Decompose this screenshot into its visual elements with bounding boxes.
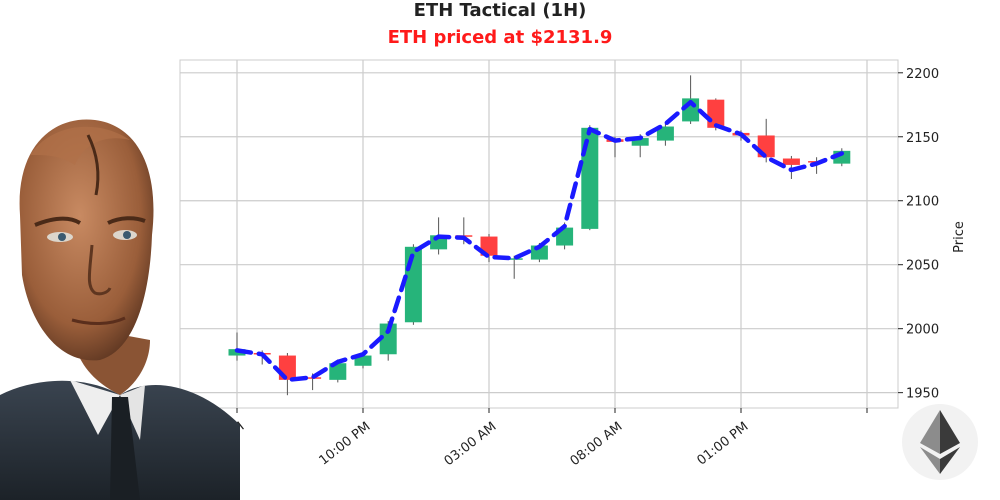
candle [656,123,674,146]
robot-avatar [0,119,240,500]
trend-line [234,99,845,383]
y-tick-label: 1950 [906,387,939,402]
y-tick-label: 2000 [906,323,939,338]
x-tick-label: 03:00 AM [442,419,500,469]
y-axis-ticks: 1950 2000 2050 2100 2150 2200 [898,67,939,402]
x-tick-label: 08:00 AM [568,419,626,469]
candle-body [354,355,372,366]
y-axis-label: Price [952,221,967,253]
candle-body [631,138,649,146]
plot-frame [179,59,899,409]
x-tick-label: 01:00 PM [694,419,751,468]
y-tick-label: 2200 [906,67,939,82]
candle-body [782,158,800,165]
chart-subtitle: ETH priced at $2131.9 [387,27,613,48]
candle [505,255,523,279]
candle [682,75,700,124]
y-tick-label: 2150 [906,131,939,146]
candle [581,125,599,231]
chart-title: ETH Tactical (1H) [413,0,587,21]
candle-body [505,258,523,260]
ethereum-logo-icon [902,404,978,480]
candle-body [379,323,397,355]
candle [782,155,800,179]
candle-body [581,127,599,229]
y-tick-label: 2100 [906,195,939,210]
candle-body [329,363,347,380]
candle-body [656,126,674,141]
y-tick-label: 2050 [906,259,939,274]
candles [228,75,851,396]
x-tick-label: 10:00 PM [316,419,373,468]
